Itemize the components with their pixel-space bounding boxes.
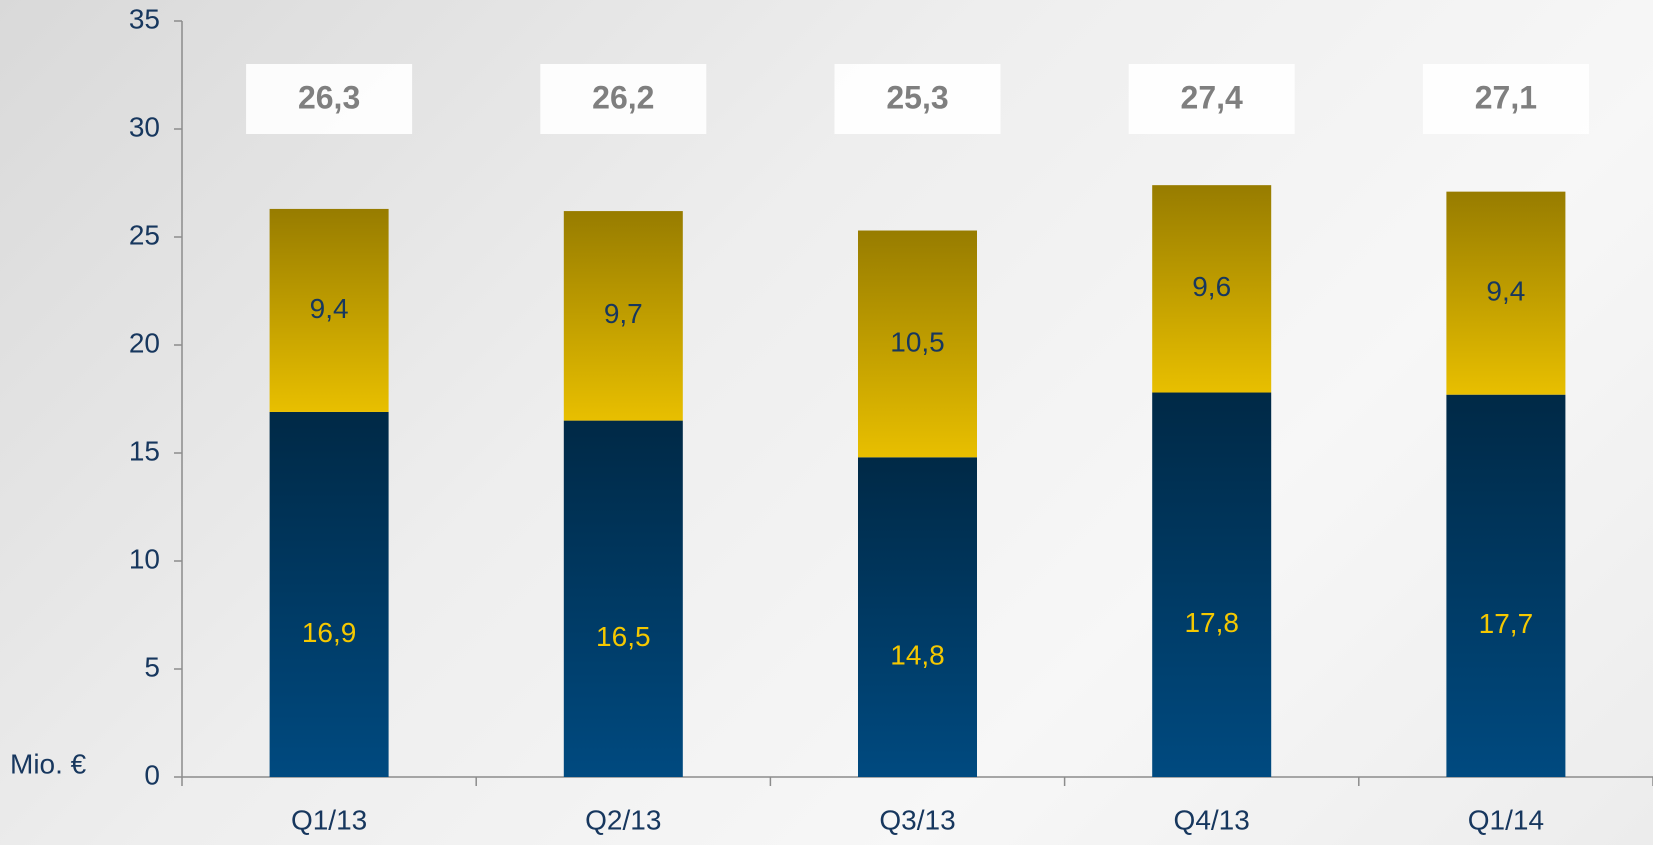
- data-label: 17,8: [1184, 607, 1239, 638]
- data-label: 16,5: [596, 621, 651, 652]
- total-box: [246, 64, 413, 134]
- total-box: [834, 64, 1001, 134]
- total-box: [1422, 64, 1589, 134]
- total-label: 26,2: [592, 79, 654, 115]
- data-label: 9,6: [1192, 271, 1231, 302]
- y-tick-label: 5: [144, 651, 160, 682]
- bar-segment: [563, 420, 683, 777]
- bar-segment: [858, 230, 977, 458]
- y-tick-label: 20: [129, 327, 160, 358]
- y-tick-label: 30: [129, 111, 160, 142]
- y-tick-label: 25: [129, 219, 160, 250]
- x-tick-label: Q1/14: [1468, 804, 1544, 835]
- x-tick-label: Q2/13: [585, 804, 661, 835]
- total-label: 26,3: [298, 79, 360, 115]
- data-label: 9,4: [310, 293, 349, 324]
- data-label: 9,7: [604, 298, 643, 329]
- data-label: 16,9: [302, 617, 357, 648]
- data-label: 10,5: [890, 326, 945, 357]
- y-tick-label: 0: [144, 759, 160, 790]
- total-label: 27,1: [1475, 79, 1537, 115]
- y-tick-label: 35: [129, 3, 160, 34]
- total-label: 27,4: [1181, 79, 1243, 115]
- y-tick-label: 10: [129, 543, 160, 574]
- bar-segment: [1446, 394, 1566, 777]
- x-tick-label: Q3/13: [879, 804, 955, 835]
- bar-segment: [1446, 191, 1566, 395]
- y-unit: Mio. €: [10, 748, 87, 779]
- bar-segment: [858, 457, 977, 777]
- total-label: 25,3: [886, 79, 948, 115]
- bar-segment: [1152, 392, 1272, 777]
- data-label: 14,8: [890, 640, 945, 671]
- bar-segment: [269, 208, 389, 412]
- x-tick-label: Q4/13: [1174, 804, 1250, 835]
- x-tick-label: Q1/13: [291, 804, 367, 835]
- bar-segment: [563, 211, 683, 421]
- bar-segment: [1152, 185, 1272, 393]
- data-label: 17,7: [1479, 608, 1534, 639]
- bar-segment: [269, 411, 389, 777]
- total-box: [540, 64, 707, 134]
- total-box: [1128, 64, 1295, 134]
- data-label: 9,4: [1486, 276, 1525, 307]
- y-tick-label: 15: [129, 435, 160, 466]
